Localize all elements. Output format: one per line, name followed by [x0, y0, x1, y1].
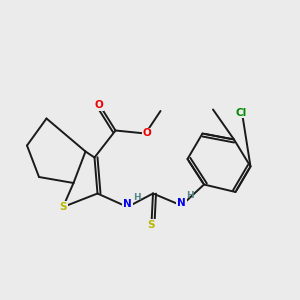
Text: N: N — [123, 199, 132, 209]
Text: S: S — [148, 220, 155, 230]
Text: O: O — [142, 128, 152, 139]
Text: S: S — [59, 202, 67, 212]
Text: H: H — [186, 191, 194, 200]
Text: H: H — [133, 193, 140, 202]
Text: N: N — [177, 197, 186, 208]
Text: Cl: Cl — [236, 107, 247, 118]
Text: O: O — [94, 100, 103, 110]
